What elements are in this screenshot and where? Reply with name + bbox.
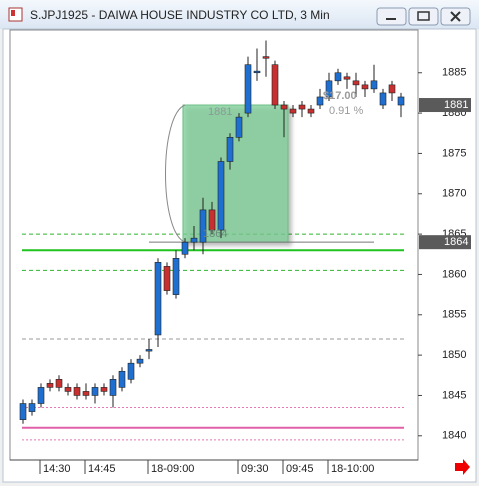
- price-marker-label: 1881: [444, 99, 468, 111]
- candle-body: [64, 387, 72, 392]
- candle-body: [19, 403, 27, 420]
- candle-body: [181, 241, 189, 255]
- candle-body: [109, 379, 117, 396]
- candle-body: [325, 80, 333, 98]
- candle-body: [73, 387, 81, 396]
- maximize-button[interactable]: [408, 7, 439, 26]
- candle-body: [343, 76, 351, 80]
- candle-body: [361, 84, 369, 90]
- minimize-button[interactable]: [376, 7, 407, 26]
- price-tick-label: 1840: [442, 430, 466, 442]
- candle-body: [370, 80, 378, 90]
- candle-body: [235, 116, 243, 138]
- candle-body: [253, 70, 261, 74]
- candle-body: [307, 108, 315, 114]
- window-title: S.JPJ1925 - DAIWA HOUSE INDUSTRY CO LTD,…: [30, 8, 330, 22]
- candle-body: [226, 136, 234, 162]
- candle-body: [334, 72, 342, 82]
- candle-body: [82, 391, 90, 396]
- price-tick-label: 1885: [442, 67, 466, 79]
- candle-body: [28, 403, 36, 412]
- candle-body: [37, 387, 45, 404]
- price-tick-label: 1850: [442, 349, 466, 361]
- candle-body: [316, 96, 324, 106]
- candle-body: [172, 258, 180, 295]
- price-tick-label: 1860: [442, 268, 466, 280]
- time-tick-label: 09:45: [286, 463, 314, 475]
- price-tick-label: 1875: [442, 147, 466, 159]
- candle-body: [118, 370, 126, 388]
- price-marker: [419, 235, 471, 250]
- candle-body: [55, 379, 63, 388]
- candle-body: [100, 387, 108, 392]
- position-box: [182, 104, 289, 243]
- candle-body: [208, 209, 216, 231]
- app-icon: [8, 7, 23, 22]
- candle-body: [379, 92, 387, 106]
- scroll-arrow[interactable]: [455, 459, 470, 475]
- percent-label: 0.91 %: [329, 105, 363, 117]
- candle-body: [46, 383, 54, 388]
- time-tick-label: 14:30: [43, 463, 71, 475]
- candle-body: [388, 84, 396, 94]
- candle-body: [145, 349, 153, 352]
- position-arc: [165, 104, 186, 243]
- plot-area: [9, 29, 419, 461]
- candle-body: [190, 237, 198, 243]
- candle-body: [91, 387, 99, 396]
- price-marker-label: 1864: [444, 236, 468, 248]
- candle-body: [199, 209, 207, 243]
- close-icon: [450, 11, 461, 22]
- maximize-icon: [417, 11, 430, 21]
- candle-body: [127, 362, 135, 380]
- app-icon-mark: [11, 10, 15, 16]
- time-tick-label: 09:30: [241, 463, 269, 475]
- price-tick-label: 1870: [442, 188, 466, 200]
- time-tick-label: 18-09:00: [151, 463, 194, 475]
- candle-body: [163, 266, 171, 291]
- price-marker: [419, 98, 471, 113]
- candle-body: [352, 80, 360, 86]
- profit-label: $17.00: [323, 90, 357, 102]
- price-tick-label: 1845: [442, 389, 466, 401]
- time-tick-label: 18-10:00: [331, 463, 374, 475]
- candle-body: [397, 96, 405, 106]
- candle-body: [217, 161, 225, 231]
- candle-body: [244, 64, 252, 114]
- time-tick-label: 14:45: [88, 463, 116, 475]
- target-label: 1881: [208, 106, 232, 118]
- price-tick-label: 1855: [442, 309, 466, 321]
- candle-body: [271, 64, 279, 106]
- entry-label: 1864: [203, 228, 227, 240]
- candle-body: [262, 56, 270, 59]
- candle-body: [298, 104, 306, 110]
- candle-body: [280, 104, 288, 110]
- candle-body: [136, 358, 144, 364]
- candle-body: [289, 108, 297, 114]
- candle-body: [154, 262, 162, 336]
